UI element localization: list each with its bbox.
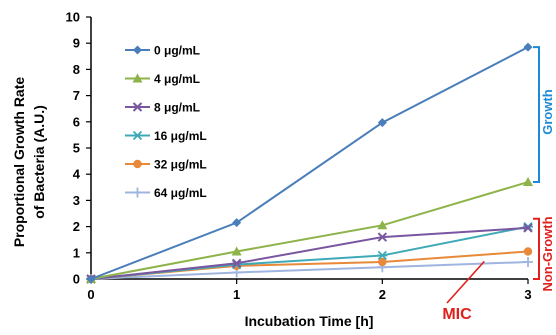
data-point (86, 274, 96, 284)
legend-label: 64 μg/mL (154, 186, 207, 200)
data-point (377, 250, 388, 261)
x-tick-label: 1 (233, 287, 240, 302)
legend-item: 16 μg/mL (125, 129, 207, 143)
non-growth-bracket (533, 217, 540, 280)
data-point (523, 247, 533, 256)
y-tick-label: 0 (73, 272, 80, 287)
growth-label: Growth (540, 89, 555, 135)
y-tick-label: 10 (66, 10, 80, 25)
mic-label: MIC (442, 306, 472, 323)
legend-item: 4 μg/mL (125, 72, 200, 86)
legend-marker (132, 102, 143, 112)
y-tick-label: 3 (73, 193, 80, 208)
legend-marker (132, 187, 143, 198)
data-point (377, 118, 387, 128)
x-tick-label: 3 (524, 287, 531, 302)
y-tick-label: 4 (73, 167, 81, 182)
y-axis-title-line-1: Proportional Growth Rate (11, 77, 27, 248)
series-layer (86, 42, 533, 284)
legend-item: 32 μg/mL (125, 158, 207, 172)
legend-marker (132, 73, 143, 83)
data-point (377, 232, 388, 242)
y-tick-label: 2 (73, 219, 80, 234)
series-line (90, 46, 529, 280)
series-line (90, 226, 529, 280)
annotations: Proportional Growth Rate of Bacteria (A.… (11, 46, 555, 329)
y-tick-label: 9 (73, 36, 80, 51)
y-tick-label: 6 (73, 114, 80, 129)
legend-label: 16 μg/mL (154, 129, 207, 143)
series-32-ugml (86, 247, 533, 284)
legend-item: 0 μg/mL (125, 44, 200, 58)
legend-label: 32 μg/mL (154, 158, 207, 172)
non-growth-label: Non-Growth (540, 216, 555, 291)
legend-label: 4 μg/mL (154, 72, 200, 86)
y-tick-label: 5 (73, 141, 80, 156)
y-tick-label: 1 (73, 245, 80, 260)
x-tick-label: 0 (87, 287, 94, 302)
y-axis-title-line-2: of Bacteria (A.U.) (31, 105, 47, 219)
series-64-ugml (86, 256, 533, 284)
legend-label: 0 μg/mL (154, 44, 200, 58)
data-point (377, 220, 388, 230)
data-point (523, 177, 533, 187)
legend: 0 μg/mL 4 μg/mL 8 μg/mL 16 μg/mL 32 μg/mL 64 … (125, 44, 207, 200)
growth-bracket (533, 46, 540, 184)
legend-marker (133, 45, 142, 55)
legend-label: 8 μg/mL (154, 101, 200, 115)
series-line (90, 181, 529, 280)
data-point (523, 223, 533, 233)
y-axis-ticks: 0 1 2 3 4 5 6 7 8 9 10 (66, 10, 91, 287)
series-0-ugml (86, 42, 533, 284)
x-axis-title: Incubation Time [h] (245, 313, 374, 329)
data-point (231, 258, 242, 268)
legend-item: 64 μg/mL (125, 186, 207, 200)
y-tick-label: 7 (73, 88, 80, 103)
data-point (231, 246, 242, 256)
data-point (232, 218, 242, 228)
legend-item: 8 μg/mL (125, 101, 200, 115)
x-tick-label: 2 (379, 287, 386, 302)
data-point (523, 256, 533, 267)
data-point (523, 42, 533, 52)
mic-pointer-line (446, 260, 485, 304)
y-tick-label: 8 (73, 62, 80, 77)
legend-marker (133, 159, 142, 169)
series-line (90, 260, 529, 280)
data-point (378, 257, 387, 267)
legend-marker (132, 130, 143, 141)
